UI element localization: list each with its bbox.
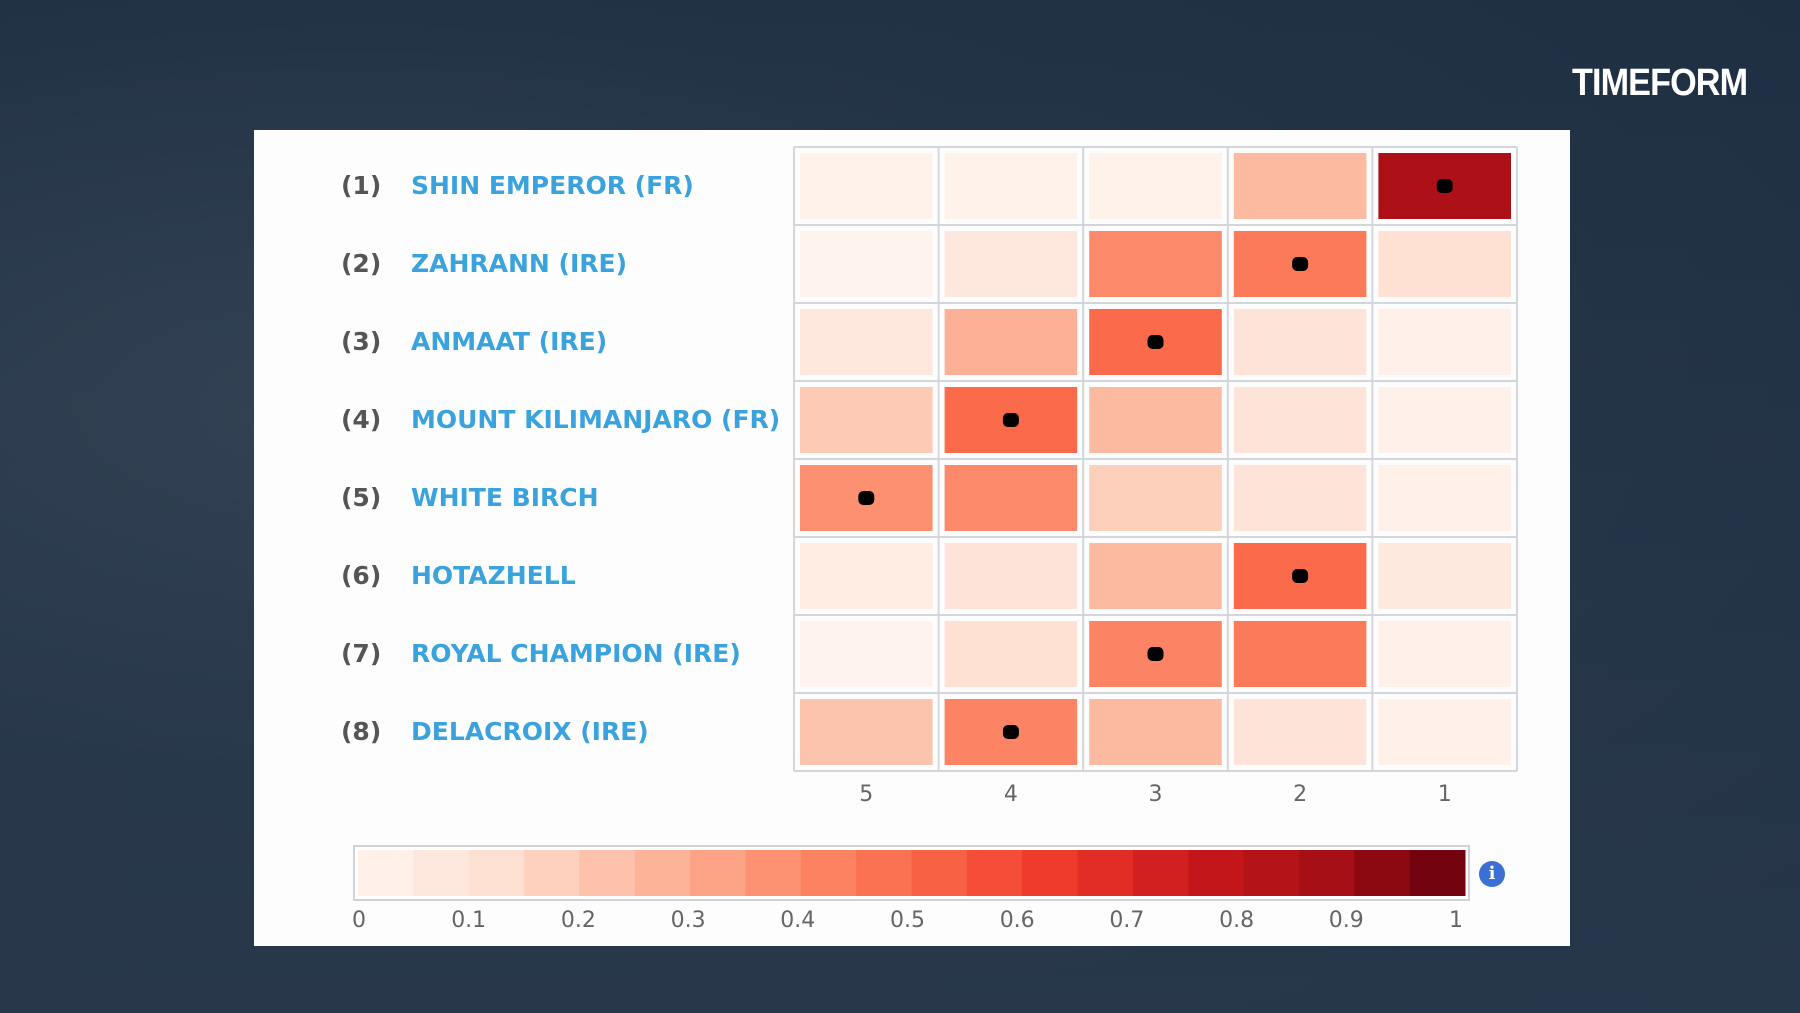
marker-dot <box>1147 335 1164 349</box>
x-tick-label: 5 <box>859 782 874 807</box>
colorbar-tick-label: 0.8 <box>1219 908 1255 933</box>
heatmap-cell <box>1378 387 1511 453</box>
colorbar-tick-label: 0.7 <box>1109 908 1145 933</box>
horse-name-link[interactable]: WHITE BIRCH <box>411 483 599 512</box>
horse-name-link[interactable]: DELACROIX (IRE) <box>411 717 649 746</box>
row-number: (3) <box>341 327 382 356</box>
marker-dot <box>1292 569 1309 583</box>
colorbar-band <box>1077 850 1134 896</box>
colorbar-band <box>634 850 691 896</box>
colorbar-tick-label: 0.1 <box>451 908 487 933</box>
heatmap-cell <box>944 153 1078 219</box>
colorbar-tick-label: 0.9 <box>1328 908 1364 933</box>
heatmap-cell <box>800 309 933 375</box>
colorbar-band <box>1298 850 1355 896</box>
heatmap-cell <box>800 699 933 765</box>
heatmap-cell <box>1233 387 1367 453</box>
heatmap-cell <box>1089 153 1222 219</box>
info-icon[interactable]: i <box>1479 861 1505 887</box>
colorbar-band <box>524 850 580 896</box>
heatmap-cell <box>944 231 1078 297</box>
heatmap-cell <box>800 153 933 219</box>
heatmap-cell <box>1378 231 1511 297</box>
heatmap-cell <box>944 309 1078 375</box>
heatmap-cell <box>1233 621 1367 687</box>
heatmap-cell <box>944 543 1078 609</box>
heatmap-cell <box>1089 465 1222 531</box>
marker-dot <box>1147 647 1164 661</box>
colorbar-band <box>1132 850 1189 896</box>
row-number: (8) <box>341 717 382 746</box>
colorbar-tick-label: 0.4 <box>780 908 816 933</box>
colorbar-band <box>856 850 912 896</box>
row-number: (6) <box>341 561 382 590</box>
heatmap-cell <box>1233 309 1367 375</box>
x-tick-label: 4 <box>1003 782 1018 807</box>
horse-name-link[interactable]: HOTAZHELL <box>411 561 576 590</box>
x-tick-label: 3 <box>1148 782 1163 807</box>
row-number: (5) <box>341 483 382 512</box>
heatmap-cell <box>800 621 933 687</box>
colorbar-tick-label: 0.3 <box>670 908 706 933</box>
colorbar-tick-label: 1 <box>1449 908 1463 933</box>
colorbar-band <box>911 850 968 896</box>
colorbar-band <box>468 850 525 896</box>
colorbar-band <box>1188 850 1245 896</box>
colorbar-band <box>358 850 414 896</box>
heatmap-cell <box>800 387 933 453</box>
heatmap-cell <box>1089 699 1222 765</box>
heatmap-cell <box>1378 543 1511 609</box>
heatmap-cell <box>1378 699 1511 765</box>
heatmap-cell <box>1089 231 1222 297</box>
heatmap-cell <box>1378 465 1511 531</box>
heatmap-cell <box>944 465 1078 531</box>
marker-dot <box>1002 413 1019 427</box>
heatmap-cell <box>800 231 933 297</box>
heatmap-cell <box>1233 699 1367 765</box>
colorbar-band <box>690 850 746 896</box>
heatmap-cell <box>1089 387 1222 453</box>
x-tick-label: 2 <box>1293 782 1308 807</box>
timeform-logo: TIMEFORM <box>1572 62 1748 104</box>
row-number: (1) <box>341 171 382 200</box>
heatmap-cell <box>1233 153 1367 219</box>
x-tick-label: 1 <box>1437 782 1452 807</box>
marker-dot <box>858 491 875 505</box>
horse-name-link[interactable]: MOUNT KILIMANJARO (FR) <box>411 405 781 434</box>
heatmap-cell <box>1089 543 1222 609</box>
colorbar-tick-label: 0.6 <box>999 908 1035 933</box>
colorbar-band <box>745 850 802 896</box>
colorbar-band <box>1243 850 1300 896</box>
horse-name-link[interactable]: ZAHRANN (IRE) <box>411 249 628 278</box>
marker-dot <box>1002 725 1019 739</box>
colorbar-band <box>1022 850 1079 896</box>
marker-dot <box>1292 257 1309 271</box>
horse-name-link[interactable]: ROYAL CHAMPION (IRE) <box>411 639 741 668</box>
heatmap-cell <box>1233 465 1367 531</box>
colorbar-tick-label: 0.2 <box>560 908 596 933</box>
colorbar-band <box>579 850 636 896</box>
colorbar-band <box>800 850 857 896</box>
colorbar-band <box>1409 850 1466 896</box>
heatmap-cell <box>1378 309 1511 375</box>
horse-name-link[interactable]: ANMAAT (IRE) <box>411 327 608 356</box>
colorbar-band <box>413 850 470 896</box>
row-number: (2) <box>341 249 382 278</box>
colorbar-band <box>966 850 1023 896</box>
colorbar-tick-label: 0.5 <box>890 908 925 933</box>
horse-name-link[interactable]: SHIN EMPEROR (FR) <box>411 171 694 200</box>
heatmap-cell <box>1378 621 1511 687</box>
heatmap-cell <box>800 543 933 609</box>
colorbar-band <box>1354 850 1411 896</box>
row-number: (7) <box>341 639 382 668</box>
colorbar-tick-label: 0 <box>352 908 366 933</box>
row-number: (4) <box>341 405 382 434</box>
marker-dot <box>1436 179 1453 193</box>
heatmap-cell <box>944 621 1078 687</box>
